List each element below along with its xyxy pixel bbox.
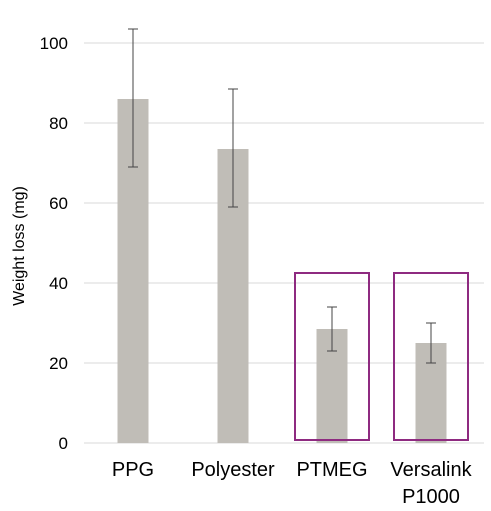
- x-category-label: PTMEG: [296, 459, 367, 481]
- y-tick-label: 100: [40, 34, 68, 53]
- error-bar: [327, 306, 337, 352]
- highlight-boxes: [294, 272, 469, 441]
- error-bar: [228, 88, 238, 208]
- x-category-label: PPG: [112, 459, 154, 481]
- x-category-label: P1000: [402, 486, 460, 508]
- bars: [117, 99, 447, 443]
- y-tick-label: 40: [49, 274, 68, 293]
- x-category-label: Versalink: [390, 459, 472, 481]
- x-category-label: Polyester: [191, 459, 275, 481]
- y-axis-label: Weight loss (mg): [11, 186, 28, 306]
- y-tick-label: 20: [49, 354, 68, 373]
- error-bar: [128, 28, 138, 168]
- y-tick-label: 60: [49, 194, 68, 213]
- y-tick-label: 0: [59, 434, 68, 453]
- highlight-box: [393, 272, 469, 441]
- error-bars: [128, 28, 436, 364]
- x-axis-categories: PPG Polyester PTMEG Versalink P1000: [112, 459, 473, 508]
- error-bar: [426, 322, 436, 364]
- y-tick-label: 80: [49, 114, 68, 133]
- highlight-box: [294, 272, 370, 441]
- y-axis-ticks: 0 20 40 60 80 100: [40, 34, 68, 453]
